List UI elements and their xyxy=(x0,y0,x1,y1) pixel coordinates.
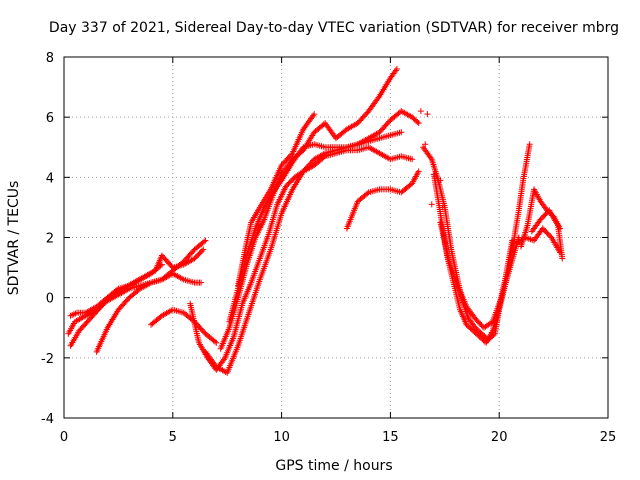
data-point xyxy=(409,156,416,163)
series-track-11 xyxy=(343,168,422,232)
data-point xyxy=(288,151,295,158)
x-tick-label: 15 xyxy=(382,430,399,445)
data-point xyxy=(509,237,516,244)
data-point xyxy=(428,201,435,208)
data-point xyxy=(213,339,220,346)
x-tick-label: 25 xyxy=(600,430,617,445)
data-point xyxy=(157,262,164,269)
data-point xyxy=(199,247,206,254)
data-point xyxy=(439,204,446,211)
data-point xyxy=(200,246,207,253)
y-tick-label: -2 xyxy=(41,352,54,367)
series-track-10 xyxy=(235,111,318,289)
data-point xyxy=(417,108,424,115)
data-point xyxy=(198,279,205,286)
data-point xyxy=(526,141,533,148)
data-point xyxy=(364,190,371,197)
series-track-7 xyxy=(202,144,416,376)
y-tick-label: 0 xyxy=(46,292,54,307)
data-point xyxy=(424,111,431,118)
data-point xyxy=(422,141,429,148)
chart-title: Day 337 of 2021, Sidereal Day-to-day VTE… xyxy=(49,20,619,36)
data-point xyxy=(201,238,208,245)
data-point xyxy=(414,118,421,125)
y-tick-label: 2 xyxy=(46,232,54,247)
series-scatter-dots xyxy=(417,108,446,211)
data-point xyxy=(320,154,327,161)
y-tick-label: -4 xyxy=(41,412,54,427)
data-point xyxy=(437,177,444,184)
data-point xyxy=(211,338,218,345)
x-tick-label: 10 xyxy=(273,430,290,445)
x-axis-label: GPS time / hours xyxy=(275,458,392,474)
tick-layer: 0 5 10 15 20 25 -4 -2 0 2 4 6 8 xyxy=(41,51,616,445)
data-point xyxy=(415,168,422,175)
series-track-14 xyxy=(437,219,522,331)
x-tick-label: 0 xyxy=(60,430,68,445)
y-tick-label: 4 xyxy=(46,171,54,186)
data-point xyxy=(202,237,209,244)
x-tick-label: 20 xyxy=(491,430,508,445)
data-layer xyxy=(65,66,566,376)
data-point xyxy=(430,171,437,178)
data-point xyxy=(393,66,400,73)
grid-layer xyxy=(64,57,608,418)
series-track-4 xyxy=(67,261,165,319)
data-point xyxy=(311,111,318,118)
data-point xyxy=(559,255,566,262)
series-track-3 xyxy=(93,270,205,355)
y-tick-label: 8 xyxy=(46,51,54,66)
data-point xyxy=(158,261,165,268)
data-point xyxy=(114,286,121,293)
data-point xyxy=(398,129,405,136)
y-tick-label: 6 xyxy=(46,111,54,126)
data-point xyxy=(415,120,422,127)
x-tick-label: 5 xyxy=(169,430,177,445)
y-axis-label: SDTVAR / TECUs xyxy=(6,181,22,296)
series-track-17 xyxy=(528,207,566,262)
